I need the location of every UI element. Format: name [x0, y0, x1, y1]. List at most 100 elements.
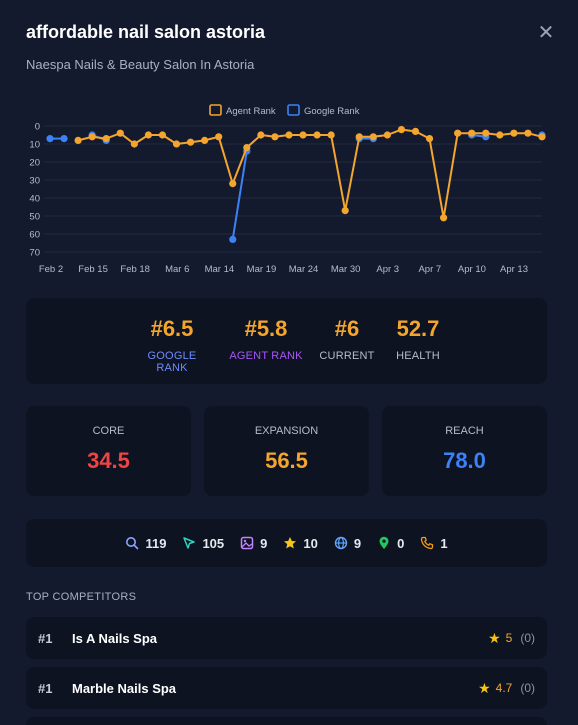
rank-chart: 0 10 20 30 40 50 60 70 Feb 2 Feb 15 Feb 18 Mar 6 Mar… — [0, 96, 578, 286]
competitor-name: Is A Nails Spa — [72, 630, 158, 646]
stat-web-value: 9 — [353, 535, 362, 551]
star-icon: ★ — [478, 679, 491, 696]
data-point — [524, 129, 532, 137]
business-name: Naespa Nails & Beauty Salon In Astoria — [26, 57, 255, 72]
y-tick-label: 10 — [29, 140, 40, 151]
core-value: 34.5 — [87, 448, 130, 473]
data-point — [425, 135, 434, 143]
data-point — [74, 136, 82, 144]
stat-clicks: 105 — [182, 536, 224, 551]
data-point — [243, 144, 251, 152]
data-point — [299, 131, 307, 139]
data-point — [215, 133, 223, 141]
expansion-value: 56.5 — [265, 448, 308, 473]
search-icon — [126, 537, 139, 550]
x-tick-label: Mar 30 — [331, 264, 361, 275]
data-point — [158, 131, 167, 139]
stat-photos-value: 9 — [260, 535, 268, 551]
legend-swatch — [287, 104, 300, 116]
data-point — [186, 138, 195, 146]
stat-searches-value: 119 — [145, 535, 167, 551]
close-button[interactable]: ✕ — [534, 22, 558, 46]
current-rank-label: CURRENT — [319, 350, 375, 362]
reach-label: REACH — [445, 425, 484, 437]
x-tick-label: Feb 18 — [120, 264, 150, 275]
stat-photos: 9 — [240, 536, 267, 551]
agent-rank-value: #5.8 — [244, 316, 288, 341]
competitor-rank: #1 — [38, 680, 53, 696]
data-point — [201, 136, 209, 144]
stat-directions-value: 0 — [397, 535, 405, 551]
google-rank-label: GOOGLE RANK — [147, 350, 197, 374]
x-tick-label: Apr 3 — [376, 264, 399, 275]
page-title: affordable nail salon astoria — [26, 22, 266, 42]
data-point — [172, 140, 181, 148]
data-point — [468, 129, 476, 137]
data-point — [271, 133, 279, 141]
rank-summary-panel: #6.5 GOOGLE RANK #5.8 AGENT RANK #6 CURR… — [26, 298, 547, 384]
competitor-review-count: (0) — [520, 631, 535, 645]
data-point — [510, 129, 518, 137]
data-point — [440, 214, 448, 222]
map-pin-icon — [379, 536, 389, 549]
data-point — [327, 131, 335, 139]
competitor-rank: #1 — [38, 630, 53, 646]
data-point — [341, 207, 349, 215]
data-point — [144, 131, 152, 139]
data-point — [257, 131, 265, 139]
data-point — [46, 135, 54, 143]
data-point — [482, 129, 490, 137]
stat-directions: 0 — [377, 536, 404, 551]
current-rank-block: #6 CURRENT — [316, 316, 378, 362]
x-tick-label: Apr 13 — [500, 264, 528, 275]
legend-label: Agent Rank — [226, 106, 276, 117]
data-point — [383, 131, 391, 139]
x-tick-label: Apr 7 — [418, 264, 441, 275]
core-card: CORE 34.5 — [26, 406, 191, 496]
data-point — [88, 133, 96, 141]
x-tick-label: Mar 6 — [165, 264, 189, 275]
y-tick-label: 60 — [29, 230, 40, 241]
data-point — [411, 127, 420, 135]
y-tick-label: 70 — [29, 248, 40, 259]
data-point — [454, 129, 462, 137]
competitor-rating: 4.7 — [495, 681, 513, 695]
series-line — [77, 128, 543, 219]
x-tick-label: Mar 19 — [247, 264, 277, 275]
star-icon — [284, 537, 297, 549]
header: affordable nail salon astoria Naespa Nai… — [26, 22, 558, 72]
competitor-row[interactable]: #1 Marble Nails Spa ★ 4.7 (0) — [26, 667, 547, 709]
x-tick-label: Mar 24 — [289, 264, 319, 275]
data-point — [102, 135, 110, 143]
agent-rank-label: AGENT RANK — [229, 350, 303, 362]
phone-icon — [421, 536, 434, 550]
data-point — [313, 131, 321, 139]
cursor-icon — [183, 537, 196, 549]
x-tick-label: Feb 2 — [39, 264, 63, 275]
rank-chart-svg: 0 10 20 30 40 50 60 70 Feb 2 Feb 15 Feb 18 Mar 6 Mar… — [29, 104, 546, 275]
competitor-row[interactable]: #1 Is A Nails Spa ★ 5 (0) — [26, 617, 547, 659]
stat-calls-value: 1 — [440, 535, 448, 551]
close-icon[interactable]: ✕ — [537, 22, 555, 44]
competitor-row[interactable] — [26, 717, 547, 725]
data-point — [60, 135, 68, 143]
core-label: CORE — [92, 425, 125, 437]
health-label: HEALTH — [396, 350, 440, 362]
competitor-rating: 5 — [505, 631, 513, 645]
data-point — [369, 133, 377, 141]
legend-swatch — [209, 104, 222, 116]
data-point — [229, 235, 237, 243]
y-tick-label: 50 — [29, 212, 40, 223]
data-point — [397, 126, 406, 134]
data-point — [496, 131, 504, 139]
data-point — [116, 129, 124, 137]
stat-clicks-value: 105 — [202, 535, 225, 551]
star-icon: ★ — [488, 629, 501, 646]
x-tick-label: Feb 15 — [78, 264, 108, 275]
health-block: 52.7 HEALTH — [388, 316, 448, 362]
data-point — [285, 131, 293, 139]
competitor-review-count: (0) — [520, 681, 535, 695]
reach-value: 78.0 — [443, 448, 486, 473]
stat-reviews: 10 — [283, 536, 318, 551]
stats-bar: 119 105 9 10 9 0 1 — [26, 519, 547, 567]
